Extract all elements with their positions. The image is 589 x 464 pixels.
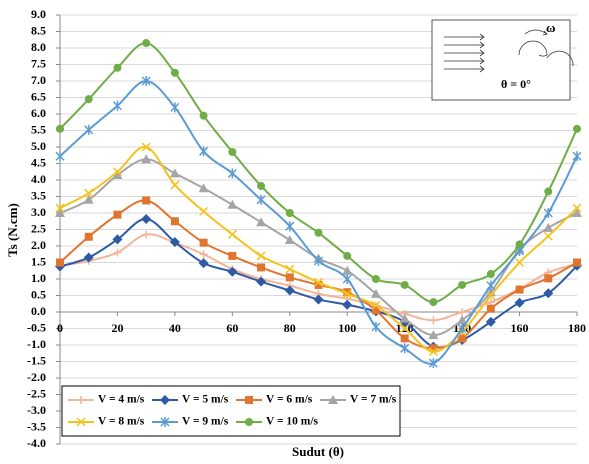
marker — [200, 239, 208, 247]
y-tick-label: 1.5 — [31, 254, 46, 268]
y-tick-label: 7.0 — [31, 73, 46, 87]
y-tick-label: -3.0 — [27, 403, 46, 417]
marker — [171, 69, 179, 77]
y-tick-label: 9.0 — [31, 7, 46, 21]
marker — [228, 148, 236, 156]
y-tick-label: -4.0 — [27, 436, 46, 450]
marker — [56, 259, 64, 267]
x-tick-label: 40 — [169, 321, 181, 335]
y-tick-label: -1.0 — [27, 337, 46, 351]
marker — [113, 64, 121, 72]
marker — [286, 273, 294, 281]
omega-label: ω — [546, 20, 556, 35]
y-tick-label: -2.5 — [27, 386, 46, 400]
chart: Ts (N.cm) Sudut (θ) 9.0 8.5 8.0 7.5 7.0 6.5 6.… — [0, 0, 589, 464]
marker — [429, 298, 437, 306]
marker — [401, 334, 409, 342]
marker — [286, 209, 294, 217]
y-tick-label: 8.5 — [31, 23, 46, 37]
y-tick-label: -1.5 — [27, 353, 46, 367]
legend-label: V = 8 m/s — [98, 416, 145, 428]
marker — [257, 182, 265, 190]
y-tick-label: -3.5 — [27, 419, 46, 433]
marker — [343, 252, 351, 260]
y-axis-title: Ts (N.cm) — [5, 203, 20, 257]
marker — [142, 196, 150, 204]
theta-label: θ = 0° — [501, 77, 531, 91]
y-tick-label: 1.0 — [31, 271, 46, 285]
marker — [200, 112, 208, 120]
legend-label: V = 4 m/s — [98, 394, 145, 406]
y-tick-label: 5.5 — [31, 122, 46, 136]
x-tick-label: 80 — [284, 321, 296, 335]
y-tick-label: 7.5 — [31, 56, 46, 70]
legend-label: V = 7 m/s — [350, 394, 397, 406]
marker — [257, 263, 265, 271]
y-tick-label: 6.0 — [31, 106, 46, 120]
x-tick-label: 0 — [57, 321, 63, 335]
y-tick-label: 0.0 — [31, 304, 46, 318]
marker — [171, 217, 179, 225]
marker — [56, 125, 64, 133]
marker — [85, 233, 93, 241]
marker — [228, 252, 236, 260]
legend-label: V = 6 m/s — [266, 394, 313, 406]
y-tick-label: 5.0 — [31, 139, 46, 153]
x-tick-label: 60 — [226, 321, 238, 335]
marker — [401, 281, 409, 289]
y-tick-label: 3.0 — [31, 205, 46, 219]
marker — [315, 229, 323, 237]
y-tick-label: 2.5 — [31, 221, 46, 235]
x-tick-label: 20 — [111, 321, 123, 335]
x-tick-label: 100 — [338, 321, 356, 335]
marker — [372, 275, 380, 283]
y-tick-label: -0.5 — [27, 320, 46, 334]
x-tick-label: 160 — [511, 321, 529, 335]
y-tick-label: 3.5 — [31, 188, 46, 202]
marker — [573, 125, 581, 133]
marker — [573, 259, 581, 267]
marker — [544, 188, 552, 196]
y-tick-label: 4.0 — [31, 172, 46, 186]
marker — [487, 305, 495, 313]
marker — [487, 270, 495, 278]
marker — [113, 211, 121, 219]
legend-label: V = 5 m/s — [182, 394, 229, 406]
y-tick-label: 6.5 — [31, 89, 46, 103]
marker — [516, 286, 524, 294]
marker — [142, 39, 150, 47]
legend-label: V = 10 m/s — [266, 416, 319, 428]
marker — [516, 240, 524, 248]
marker — [458, 281, 466, 289]
marker — [544, 274, 552, 282]
legend-label: V = 9 m/s — [182, 416, 229, 428]
y-tick-label: -2.0 — [27, 370, 46, 384]
y-tick-label: 4.5 — [31, 155, 46, 169]
x-tick-label: 180 — [568, 321, 586, 335]
x-axis-title: Sudut (θ) — [292, 444, 344, 459]
legend-marker — [245, 418, 253, 426]
legend-marker — [245, 396, 253, 404]
y-tick-label: 0.5 — [31, 287, 46, 301]
y-tick-label: 2.0 — [31, 238, 46, 252]
inset-diagram: ω θ = 0° — [432, 20, 573, 100]
y-tick-label: 8.0 — [31, 40, 46, 54]
marker — [85, 95, 93, 103]
